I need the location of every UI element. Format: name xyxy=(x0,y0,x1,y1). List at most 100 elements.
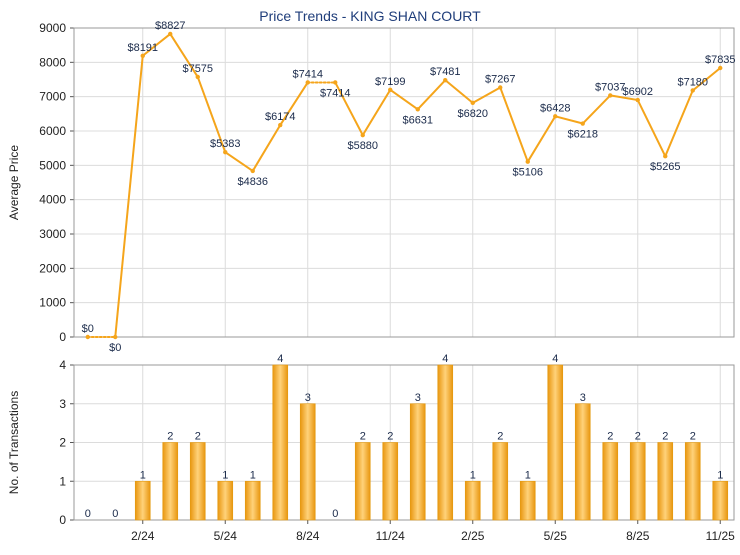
transaction-bar-label: 4 xyxy=(277,353,283,365)
transaction-bar-label: 2 xyxy=(690,431,696,443)
price-data-label: $0 xyxy=(109,342,121,354)
price-data-label: $4836 xyxy=(237,176,268,188)
price-data-label: $7575 xyxy=(182,63,213,75)
price-data-label: $7037 xyxy=(595,81,626,93)
price-y-tick-label: 3000 xyxy=(39,227,66,241)
price-line-segment xyxy=(141,32,172,57)
price-line-segment xyxy=(389,88,419,111)
price-y-tick-label: 5000 xyxy=(39,158,66,172)
price-plot-frame xyxy=(73,27,735,338)
price-y-tick-label: 8000 xyxy=(39,55,66,69)
price-line-segment xyxy=(224,151,254,172)
price-data-label: $7267 xyxy=(485,73,516,85)
price-y-tick-label: 0 xyxy=(59,330,66,344)
price-y-tick-label: 7000 xyxy=(39,90,66,104)
transaction-bar xyxy=(629,442,646,521)
price-line-segment xyxy=(279,81,309,127)
txn-y-tick-label: 4 xyxy=(59,358,66,372)
price-point xyxy=(360,132,365,138)
price-point xyxy=(250,168,255,174)
price-line-segment xyxy=(691,66,722,92)
price-point xyxy=(195,74,200,80)
price-line-segment xyxy=(334,81,364,137)
price-line-segment xyxy=(499,86,529,163)
transaction-bar-label: 0 xyxy=(85,508,91,520)
transaction-bar-label: 0 xyxy=(332,508,338,520)
price-point xyxy=(305,80,310,85)
transaction-bar xyxy=(519,480,536,521)
txn-y-tick-label: 3 xyxy=(59,397,66,411)
price-y-tick-label: 9000 xyxy=(39,21,66,35)
transaction-bar-label: 1 xyxy=(140,469,146,481)
price-data-label: $8827 xyxy=(155,20,186,32)
transaction-bar-label: 2 xyxy=(497,431,503,443)
price-point xyxy=(85,334,90,340)
price-y-tick-label: 2000 xyxy=(39,261,66,275)
transaction-bar-label: 3 xyxy=(415,392,421,404)
transaction-bar xyxy=(657,442,674,521)
x-tick-label: 8/25 xyxy=(626,529,650,543)
price-data-label: $7180 xyxy=(677,76,708,88)
x-tick-label: 8/24 xyxy=(296,529,320,543)
price-data-label: $6218 xyxy=(567,129,598,141)
transaction-bar xyxy=(437,364,454,521)
transaction-bar-label: 4 xyxy=(552,353,558,365)
price-line-segment xyxy=(526,115,557,163)
price-line-segment xyxy=(554,115,584,125)
transaction-bar xyxy=(244,480,261,521)
price-point xyxy=(443,77,448,83)
transaction-bar-label: 2 xyxy=(387,431,393,443)
price-data-label: $7414 xyxy=(320,87,351,99)
transaction-bar xyxy=(162,442,179,521)
transaction-bar-label: 3 xyxy=(580,392,586,404)
price-point xyxy=(718,65,723,71)
txn-y-tick-label: 2 xyxy=(59,436,66,450)
chart-title: Price Trends - KING SHAN COURT xyxy=(259,8,481,24)
price-data-label: $6902 xyxy=(622,86,653,98)
price-point xyxy=(415,107,420,112)
transaction-bar xyxy=(189,442,206,521)
transaction-bar-label: 2 xyxy=(662,431,668,443)
x-tick-label: 11/25 xyxy=(706,529,735,543)
transaction-bar xyxy=(354,442,371,521)
transaction-bar xyxy=(684,442,701,521)
price-line-segment xyxy=(471,86,502,104)
transaction-bar-label: 1 xyxy=(470,469,476,481)
price-point xyxy=(635,97,640,103)
transaction-bar-label: 1 xyxy=(222,469,228,481)
price-y-tick-label: 1000 xyxy=(39,296,66,310)
transaction-bar xyxy=(712,480,729,521)
price-data-label: $7481 xyxy=(430,66,461,78)
price-point xyxy=(690,88,695,93)
price-data-label: $6820 xyxy=(457,108,488,120)
price-data-label: $6631 xyxy=(402,114,433,126)
price-line-segment xyxy=(361,88,392,137)
transaction-bar xyxy=(382,442,399,521)
txn-y-axis-title: No. of Transactions xyxy=(7,391,21,494)
line-layer xyxy=(85,31,723,340)
price-data-label: $6428 xyxy=(540,102,571,114)
bars-layer xyxy=(134,364,729,521)
price-point xyxy=(525,159,530,164)
transaction-bar-label: 2 xyxy=(195,431,201,443)
price-data-label: $5383 xyxy=(210,138,241,150)
price-line-segment xyxy=(114,54,144,338)
price-data-label: $8191 xyxy=(127,42,158,54)
price-point xyxy=(223,149,228,155)
price-line-segment xyxy=(169,32,199,78)
transaction-bar xyxy=(602,442,619,521)
transaction-bar xyxy=(217,480,234,521)
transaction-bar xyxy=(574,403,591,521)
price-data-label: $7835 xyxy=(705,54,736,66)
transaction-bar-label: 3 xyxy=(305,392,311,404)
price-point xyxy=(388,87,393,93)
price-point xyxy=(498,85,503,90)
grid-layer xyxy=(70,27,735,524)
price-data-label: $6174 xyxy=(265,111,296,123)
price-point xyxy=(608,93,613,98)
transaction-bar-label: 1 xyxy=(250,469,256,481)
txn-plot-frame xyxy=(73,364,735,521)
price-line-segment xyxy=(251,124,282,172)
